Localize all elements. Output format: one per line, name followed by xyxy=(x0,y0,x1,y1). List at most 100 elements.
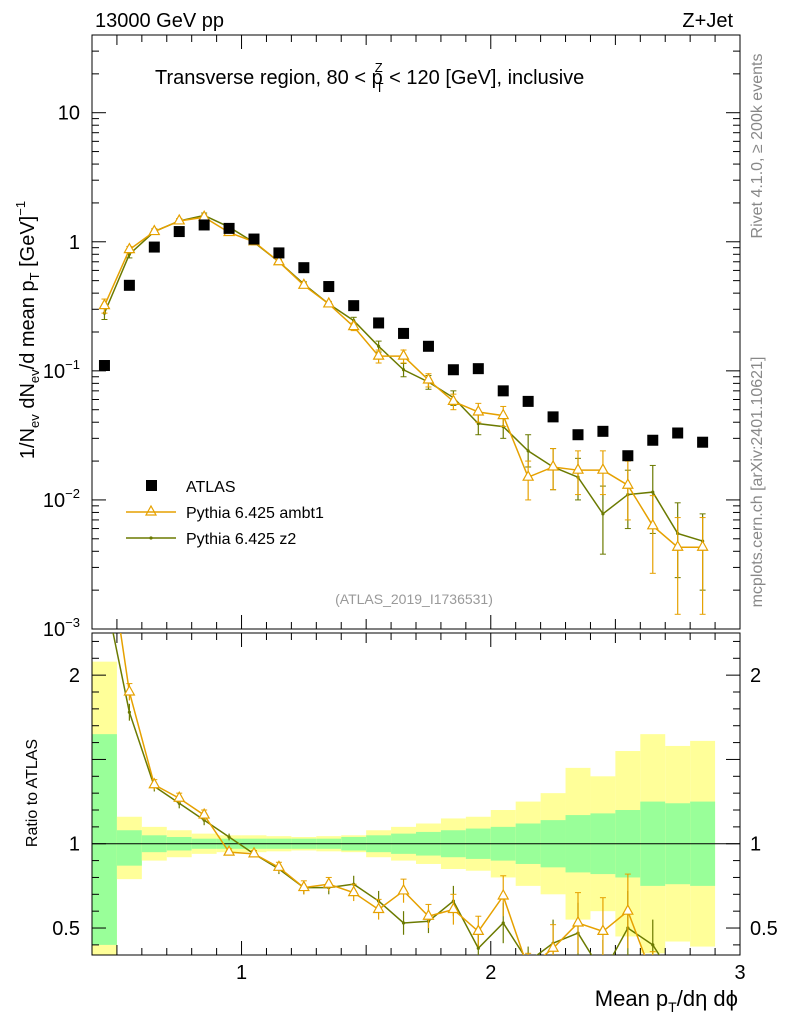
ambt1-ratio-point xyxy=(497,888,510,900)
atlas-point xyxy=(198,219,210,231)
ylabel-part-6: T xyxy=(27,272,42,280)
atlas-point xyxy=(522,395,534,407)
ambt1-point xyxy=(422,372,435,384)
y-tick-label: 1 xyxy=(69,232,80,254)
ambt1-ratio-point xyxy=(247,846,261,858)
ylabel-part-8: −1 xyxy=(13,201,28,216)
atlas-point xyxy=(398,327,410,339)
x-tick-label: 1 xyxy=(236,962,247,984)
main-ylabel: 1/Nev dNev/d mean pT [GeV]−1 xyxy=(13,201,42,459)
atlas-point xyxy=(373,317,385,329)
atlas-point xyxy=(447,364,459,376)
z2-point xyxy=(127,252,131,256)
ambt1-ratio-point xyxy=(173,790,186,802)
ambt1-point xyxy=(98,298,111,310)
ratio-y-tick-label-left: 1 xyxy=(69,834,80,856)
ambt1-point xyxy=(696,540,709,551)
legend-atlas-label: ATLAS xyxy=(186,479,236,496)
xlabel-post: /dη dϕ xyxy=(677,986,738,1011)
atlas-point xyxy=(597,425,609,437)
y-tick-base: 10 xyxy=(43,361,65,383)
atlas-point xyxy=(323,281,335,293)
legend-atlas-marker xyxy=(146,480,157,491)
z2-ratio-point xyxy=(676,982,679,985)
ambt1-ratio-point xyxy=(523,962,533,971)
svg-text:1/Nev dNev/d mean pT [GeV]−1: 1/Nev dNev/d mean pT [GeV]−1 xyxy=(13,201,42,459)
ambt1-ratio-point xyxy=(571,915,585,927)
atlas-point xyxy=(248,233,260,245)
ratio-band-inner xyxy=(92,734,117,945)
ratio-data-layer xyxy=(92,517,740,985)
title-sub: T xyxy=(376,80,384,95)
ambt1-point xyxy=(522,469,535,481)
atlas-point xyxy=(348,300,360,312)
y-tick-base: 10 xyxy=(43,619,65,641)
ambt1-ratio-point xyxy=(397,883,410,895)
ambt1-ratio-point xyxy=(198,807,211,819)
atlas-point xyxy=(173,226,185,238)
ambt1-point xyxy=(123,242,136,254)
ambt1-ratio-point xyxy=(596,924,609,935)
ambt1-main-line xyxy=(103,216,703,548)
z2-point xyxy=(377,344,381,348)
ambt1-ratio-point xyxy=(347,885,360,897)
rivet-label: Rivet 4.1.0, ≥ 200k events xyxy=(749,54,766,239)
legend-z2-marker xyxy=(149,536,153,540)
z2-point xyxy=(526,449,530,453)
atlas-point xyxy=(148,241,160,253)
mcplots-label: mcplots.cern.ch [arXiv:2401.10621] xyxy=(749,357,766,608)
ambt1-point xyxy=(621,477,634,489)
ambt1-ratio-point xyxy=(648,971,658,980)
ylabel-part-2: ev xyxy=(27,414,42,428)
legend-ambt1-label: Pythia 6.425 ambt1 xyxy=(186,505,324,522)
z2-point xyxy=(476,422,480,426)
z2-ratio-point xyxy=(527,960,530,963)
legend-ambt1-marker xyxy=(144,504,158,516)
x-tick-label: 2 xyxy=(485,962,496,984)
xlabel-sub: T xyxy=(668,999,677,1015)
ambt1-point xyxy=(347,319,360,331)
atlas-point xyxy=(622,450,634,462)
ambt1-ratio-point xyxy=(322,876,335,888)
ambt1-point xyxy=(671,540,684,551)
ratio-axis-ticks: 0.5 0.5 1 1 2 2 1 2 3 xyxy=(52,633,778,984)
y-tick-exponent: −3 xyxy=(65,615,80,630)
z2-point xyxy=(401,368,406,372)
z2-ratio-point xyxy=(177,801,181,805)
ratio-y-tick-label-left: 2 xyxy=(69,665,80,687)
ambt1-ratio-point xyxy=(272,860,285,871)
atlas-point xyxy=(572,429,584,441)
ambt1-point xyxy=(646,518,659,530)
ratio-uncertainty-bands xyxy=(92,661,716,955)
ambt1-ratio-point xyxy=(148,777,161,789)
atlas-point xyxy=(472,363,484,375)
ambt1-point xyxy=(297,278,310,289)
xlabel-pre: Mean p xyxy=(595,986,668,1011)
header-right: Z+Jet xyxy=(682,10,733,32)
main-data-layer xyxy=(98,209,709,615)
z2-ratio-point xyxy=(227,835,231,839)
ambt1-point xyxy=(272,254,285,266)
y-tick-label: 10 xyxy=(58,103,80,125)
ambt1-point xyxy=(322,296,335,308)
ambt1-point xyxy=(372,348,385,360)
ambt1-ratio-point xyxy=(99,517,109,526)
title-pre: Transverse region, 80 < p xyxy=(155,67,383,89)
z2-point xyxy=(601,512,605,516)
ylabel-part-3: dN xyxy=(17,383,39,414)
atlas-point xyxy=(497,385,509,397)
z2-ratio-point xyxy=(701,982,704,985)
ambt1-point xyxy=(173,213,186,225)
y-tick-base: 10 xyxy=(58,103,80,125)
ratio-ylabel: Ratio to ATLAS xyxy=(24,739,41,847)
ratio-y-tick-label-left: 0.5 xyxy=(52,918,80,940)
ambt1-ratio-point xyxy=(472,924,485,935)
z2-point xyxy=(651,490,655,494)
ambt1-ratio-point xyxy=(297,880,310,892)
ratio-band-inner xyxy=(116,830,142,866)
z2-ratio-point xyxy=(103,589,106,592)
y-tick-label: 10−3 xyxy=(43,615,80,641)
z2-ratio-point xyxy=(127,710,131,714)
